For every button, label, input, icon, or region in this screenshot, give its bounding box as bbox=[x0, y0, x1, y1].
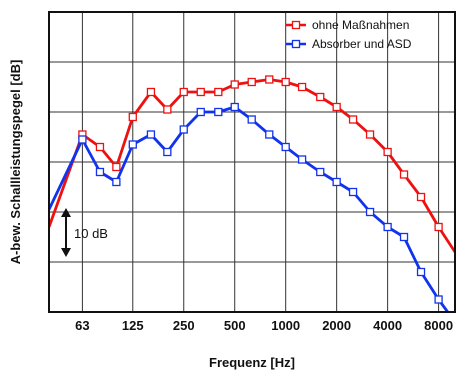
data-point-s2-17 bbox=[348, 187, 358, 197]
data-point-s2-1 bbox=[78, 135, 87, 144]
data-point-s1-14 bbox=[297, 82, 307, 92]
data-point-s2-14 bbox=[297, 155, 307, 164]
data-point-s1-20 bbox=[399, 170, 409, 179]
data-point-s2-5 bbox=[146, 130, 156, 139]
x-tick-label-500: 500 bbox=[224, 318, 246, 333]
series-layer bbox=[49, 75, 455, 312]
x-tick-label-63: 63 bbox=[75, 318, 89, 333]
data-point-s1-17 bbox=[348, 115, 358, 124]
scale-label: 10 dB bbox=[74, 226, 108, 241]
data-point-s1-6 bbox=[163, 105, 172, 114]
legend-label-series-2: Absorber und ASD bbox=[312, 37, 412, 51]
data-point-s2-13 bbox=[281, 142, 290, 152]
data-point-s2-12 bbox=[265, 130, 274, 139]
data-point-s2-19 bbox=[383, 222, 392, 232]
legend-marker-series-2 bbox=[291, 39, 301, 49]
data-point-s2-16 bbox=[332, 177, 341, 187]
x-tick-labels: 63 125 250 500 1000 2000 4000 8000 bbox=[75, 318, 453, 333]
data-point-s1-12 bbox=[265, 75, 274, 84]
data-point-s2-10 bbox=[230, 102, 239, 112]
legend: ohne Maßnahmen Absorber und ASD bbox=[286, 18, 412, 51]
data-point-s1-10 bbox=[230, 80, 239, 89]
data-point-s1-9 bbox=[214, 87, 223, 97]
data-point-s2-11 bbox=[247, 115, 256, 124]
data-point-s1-22 bbox=[434, 222, 443, 232]
data-point-s2-8 bbox=[196, 107, 205, 117]
plot-frame bbox=[48, 11, 456, 313]
data-point-s2-2 bbox=[95, 167, 105, 177]
scale-arrow-down-icon bbox=[61, 248, 71, 257]
x-tick-label-2000: 2000 bbox=[322, 318, 351, 333]
data-point-s1-18 bbox=[365, 130, 375, 139]
grid-lines bbox=[49, 12, 455, 312]
scale-arrow-up-icon bbox=[61, 208, 71, 217]
data-point-s2-18 bbox=[365, 207, 375, 217]
data-point-s2-21 bbox=[416, 267, 426, 277]
data-point-s1-21 bbox=[416, 192, 426, 202]
legend-marker-series-1 bbox=[291, 20, 301, 30]
data-point-s1-4 bbox=[128, 112, 137, 122]
data-point-s2-3 bbox=[112, 177, 121, 187]
data-point-s1-5 bbox=[146, 87, 156, 97]
x-tick-label-4000: 4000 bbox=[373, 318, 402, 333]
scale-annotation: 10 dB bbox=[61, 208, 108, 257]
data-point-s1-8 bbox=[196, 87, 205, 97]
legend-label-series-1: ohne Maßnahmen bbox=[312, 18, 409, 32]
data-point-s2-4 bbox=[128, 140, 137, 149]
x-tick-label-125: 125 bbox=[122, 318, 144, 333]
data-point-s1-15 bbox=[316, 92, 325, 102]
x-tick-label-250: 250 bbox=[173, 318, 195, 333]
data-point-s1-11 bbox=[247, 77, 256, 87]
data-point-s2-20 bbox=[399, 232, 409, 242]
data-point-s2-9 bbox=[214, 107, 223, 117]
x-tick-label-8000: 8000 bbox=[424, 318, 453, 333]
data-point-s1-7 bbox=[179, 87, 188, 97]
data-point-s2-7 bbox=[179, 125, 188, 134]
data-point-s2-6 bbox=[163, 147, 172, 157]
x-axis-title: Frequenz [Hz] bbox=[209, 355, 295, 370]
data-point-s2-15 bbox=[316, 167, 325, 177]
y-axis-title: A-bew. Schallleistungspegel [dB] bbox=[8, 60, 23, 265]
data-point-s1-19 bbox=[383, 147, 392, 157]
data-point-s1-2 bbox=[95, 142, 105, 152]
data-point-s2-22 bbox=[434, 295, 443, 304]
data-point-s1-13 bbox=[281, 77, 290, 87]
data-point-s1-3 bbox=[112, 162, 121, 172]
x-tick-label-1000: 1000 bbox=[271, 318, 300, 333]
data-point-s1-16 bbox=[332, 102, 341, 112]
